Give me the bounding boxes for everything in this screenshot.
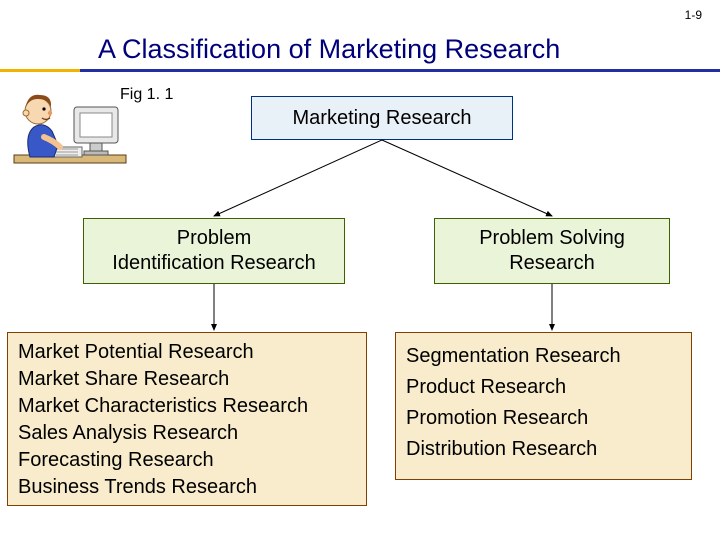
node-root-label: Marketing Research [293, 107, 472, 130]
list-item: Market Characteristics Research [18, 393, 308, 420]
figure-label: Fig 1. 1 [120, 86, 173, 104]
node-leaf-left: Market Potential Research Market Share R… [7, 332, 367, 506]
list-item: Market Share Research [18, 366, 229, 393]
clipart-person-at-computer [10, 85, 130, 180]
list-item: Forecasting Research [18, 447, 214, 474]
page-title: A Classification of Marketing Research [98, 34, 560, 65]
page-number: 1-9 [685, 8, 702, 22]
node-root: Marketing Research [251, 96, 513, 140]
node-mid-right-line1: Problem Solving [479, 226, 625, 251]
list-item: Market Potential Research [18, 339, 254, 366]
list-item: Sales Analysis Research [18, 420, 238, 447]
node-mid-left-line2: Identification Research [112, 251, 315, 276]
underline-yellow-segment [0, 69, 80, 72]
list-item: Business Trends Research [18, 474, 257, 501]
list-item: Promotion Research [406, 403, 588, 434]
list-item: Distribution Research [406, 434, 597, 465]
list-item: Segmentation Research [406, 341, 621, 372]
underline-blue-segment [80, 69, 720, 72]
title-underline [0, 69, 720, 75]
node-mid-right-line2: Research [509, 251, 595, 276]
node-problem-solving: Problem Solving Research [434, 218, 670, 284]
node-problem-identification: Problem Identification Research [83, 218, 345, 284]
node-leaf-right: Segmentation Research Product Research P… [395, 332, 692, 480]
node-mid-left-line1: Problem [177, 226, 251, 251]
list-item: Product Research [406, 372, 566, 403]
